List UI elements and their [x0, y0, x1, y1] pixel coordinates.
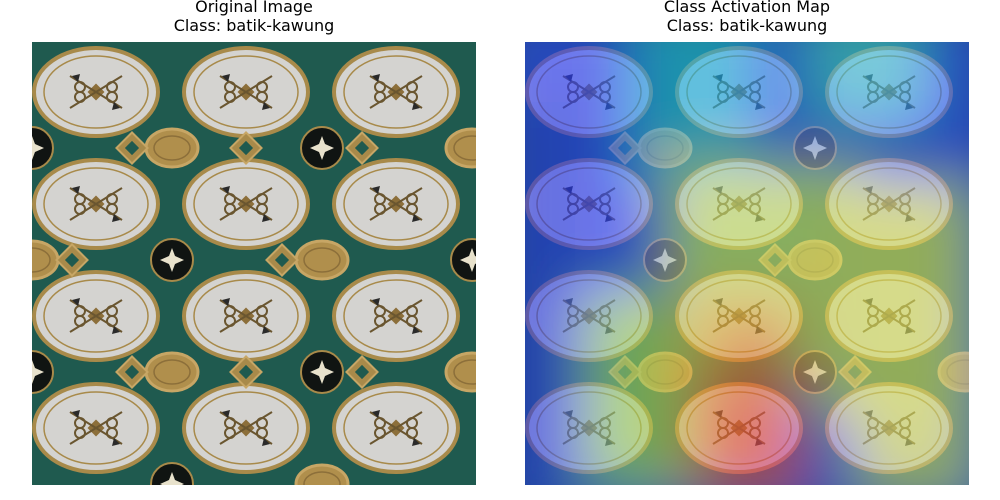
- activation-map-title: Class Activation Map Class: batik-kawung: [525, 0, 969, 35]
- batik-pattern: [32, 42, 476, 485]
- heatmap-overlay: [525, 42, 969, 485]
- original-image-title: Original Image Class: batik-kawung: [32, 0, 476, 35]
- activation-heatmap: [525, 42, 969, 485]
- original-image: [32, 42, 476, 485]
- title-line-2: Class: batik-kawung: [173, 16, 335, 35]
- title-line-1: Original Image: [195, 0, 313, 16]
- class-activation-map: [525, 42, 969, 485]
- title-line-1: Class Activation Map: [663, 0, 831, 16]
- title-line-2: Class: batik-kawung: [666, 16, 828, 35]
